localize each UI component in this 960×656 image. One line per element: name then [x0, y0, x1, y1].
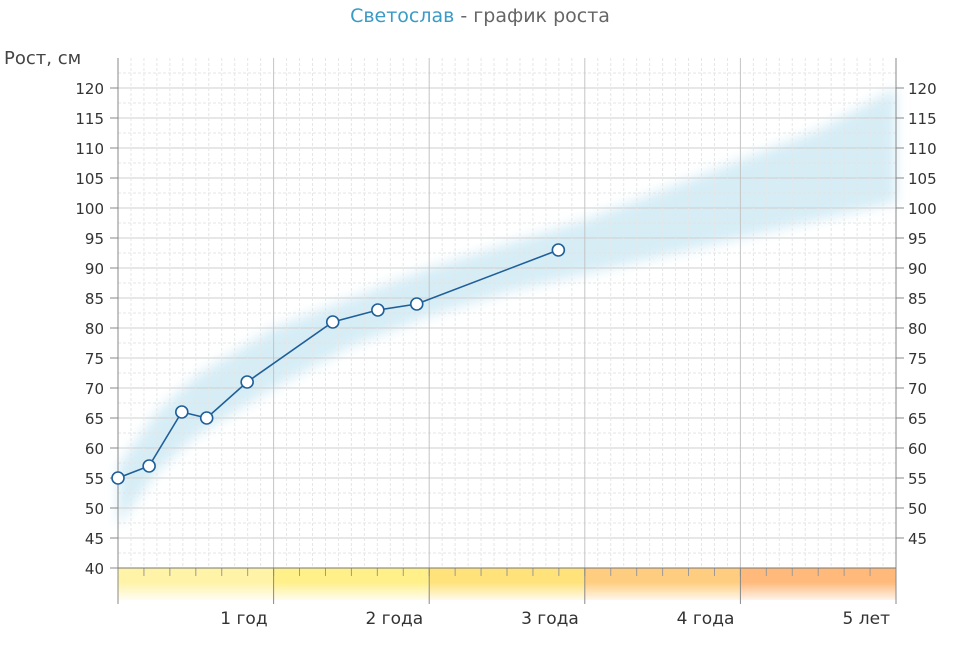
y-tick-label: 40	[85, 560, 104, 578]
y-tick-label: 60	[85, 440, 104, 458]
y-tick-label: 65	[85, 410, 104, 428]
y-tick-label-right: 80	[908, 320, 927, 338]
data-point	[409, 297, 424, 311]
x-tick-label: 2 года	[365, 609, 423, 629]
y-tick-label: 45	[85, 530, 104, 548]
y-tick-label-right: 115	[908, 110, 937, 128]
y-tick-label: 110	[75, 140, 104, 158]
y-tick-label-right: 55	[908, 470, 927, 488]
y-tick-label-right: 85	[908, 290, 927, 308]
data-point	[551, 243, 566, 257]
x-ticks: 1 год 2 года 3 года 4 года 5 лет	[220, 568, 897, 629]
x-tick-label: 4 года	[677, 609, 735, 629]
child-name: Светослав	[350, 5, 454, 27]
data-point	[325, 315, 340, 329]
y-tick-label-right: 65	[908, 410, 927, 428]
x-tick-label: 3 года	[521, 609, 579, 629]
x-tick-label: 5 лет	[843, 609, 891, 629]
y-tick-label-right: 110	[908, 140, 937, 158]
y-tick-label-right: 105	[908, 170, 937, 188]
norm-band-area	[118, 88, 896, 526]
axes	[117, 58, 897, 604]
y-tick-label-right: 95	[908, 230, 927, 248]
age-band-fade	[118, 582, 896, 600]
y-tick-label: 100	[75, 200, 104, 218]
chart-title: Светослав - график роста	[350, 5, 610, 27]
y-tick-label: 75	[85, 350, 104, 368]
y-tick-label: 80	[85, 320, 104, 338]
y-tick-label-right: 75	[908, 350, 927, 368]
y-tick-label: 95	[85, 230, 104, 248]
y-ticks-right: 45 50 55 60 65 70 75 80 85 90 95 100 105 110 115 120	[896, 80, 937, 548]
y-ticks-left: 40 45 50 55 60 65 70 75 80 85 90 95 100 105 110 115 120	[75, 80, 118, 578]
title-separator: -	[454, 5, 473, 27]
data-point	[142, 459, 156, 473]
y-tick-label: 85	[85, 290, 104, 308]
y-axis-label: Рост, см	[4, 48, 81, 69]
data-point	[240, 375, 254, 389]
y-tick-label: 120	[75, 80, 104, 98]
y-tick-label-right: 45	[908, 530, 927, 548]
y-tick-label: 115	[75, 110, 104, 128]
data-point	[371, 303, 385, 317]
y-tick-label: 90	[85, 260, 104, 278]
norm-band	[118, 88, 896, 526]
age-bands	[117, 568, 897, 600]
y-tick-label: 105	[75, 170, 104, 188]
x-tick-label: 1 год	[220, 609, 267, 629]
y-tick-label-right: 90	[908, 260, 927, 278]
y-tick-label: 55	[85, 470, 104, 488]
data-point	[111, 471, 125, 485]
y-tick-label-right: 60	[908, 440, 927, 458]
y-tick-label-right: 100	[908, 200, 937, 218]
data-point	[174, 405, 189, 419]
y-tick-label-right: 120	[908, 80, 937, 98]
y-tick-label: 70	[85, 380, 104, 398]
y-tick-label: 50	[85, 500, 104, 518]
y-tick-label-right: 50	[908, 500, 927, 518]
y-tick-label-right: 70	[908, 380, 927, 398]
data-point	[199, 411, 214, 425]
title-subtitle: график роста	[473, 5, 610, 27]
grid-lines	[117, 58, 897, 569]
growth-series	[111, 243, 566, 485]
